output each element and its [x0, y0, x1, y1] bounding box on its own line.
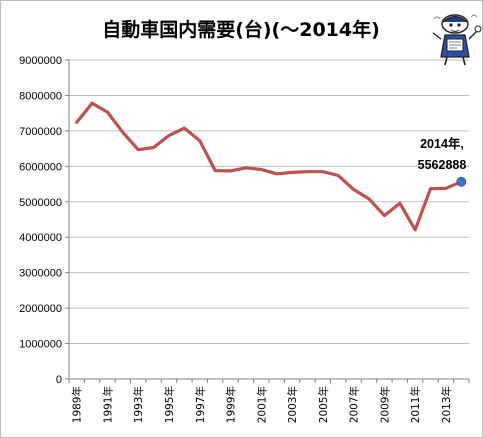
x-tick-label: 1989年: [71, 386, 84, 423]
annotation-value-label: 5562888: [418, 158, 467, 172]
x-tick-label: 1991年: [101, 386, 114, 423]
chart-title: 自動車国内需要(台)(〜2014年): [102, 18, 380, 41]
y-tick-label: 0: [56, 374, 62, 386]
x-tick-label: 1997年: [194, 386, 207, 423]
series-group: [75, 101, 463, 232]
x-tick-label: 2009年: [378, 386, 391, 423]
y-tick-label: 7000000: [19, 126, 62, 138]
x-tick-label: 1999年: [225, 386, 238, 423]
grid-lines: [69, 59, 469, 345]
y-tick-label: 1000000: [19, 339, 62, 351]
y-tick-label: 9000000: [19, 55, 62, 67]
annotation-group: 2014年, 5562888: [418, 136, 467, 187]
x-tick-label: 2011年: [409, 386, 422, 423]
y-tick-label: 3000000: [19, 268, 62, 280]
mascot-illustration: [432, 14, 482, 66]
x-tick-labels: 1989年 1991年 1993年 1995年 1997年 1999年 2001年 2003年…: [71, 386, 453, 423]
y-tick-label: 6000000: [19, 161, 62, 173]
annotation-year-label: 2014年,: [420, 136, 464, 151]
x-tick-label: 2001年: [255, 386, 268, 423]
y-tick-labels: 0 1000000 2000000 3000000 4000000 5000000 6000…: [19, 55, 62, 386]
x-tick-label: 1995年: [163, 386, 176, 423]
y-tick-label: 5000000: [19, 197, 62, 209]
y-tick-label: 2000000: [19, 303, 62, 315]
x-tick-label: 2013年: [440, 386, 453, 423]
axes: [65, 59, 470, 383]
highlight-point-2014: [456, 176, 467, 187]
x-tick-label: 2007年: [348, 386, 361, 423]
y-tick-label: 8000000: [19, 90, 62, 102]
x-tick-label: 2003年: [286, 386, 299, 423]
y-tick-label: 4000000: [19, 232, 62, 244]
x-tick-label: 2005年: [317, 386, 330, 423]
series-line: [75, 101, 463, 232]
x-tick-label: 1993年: [132, 386, 145, 423]
